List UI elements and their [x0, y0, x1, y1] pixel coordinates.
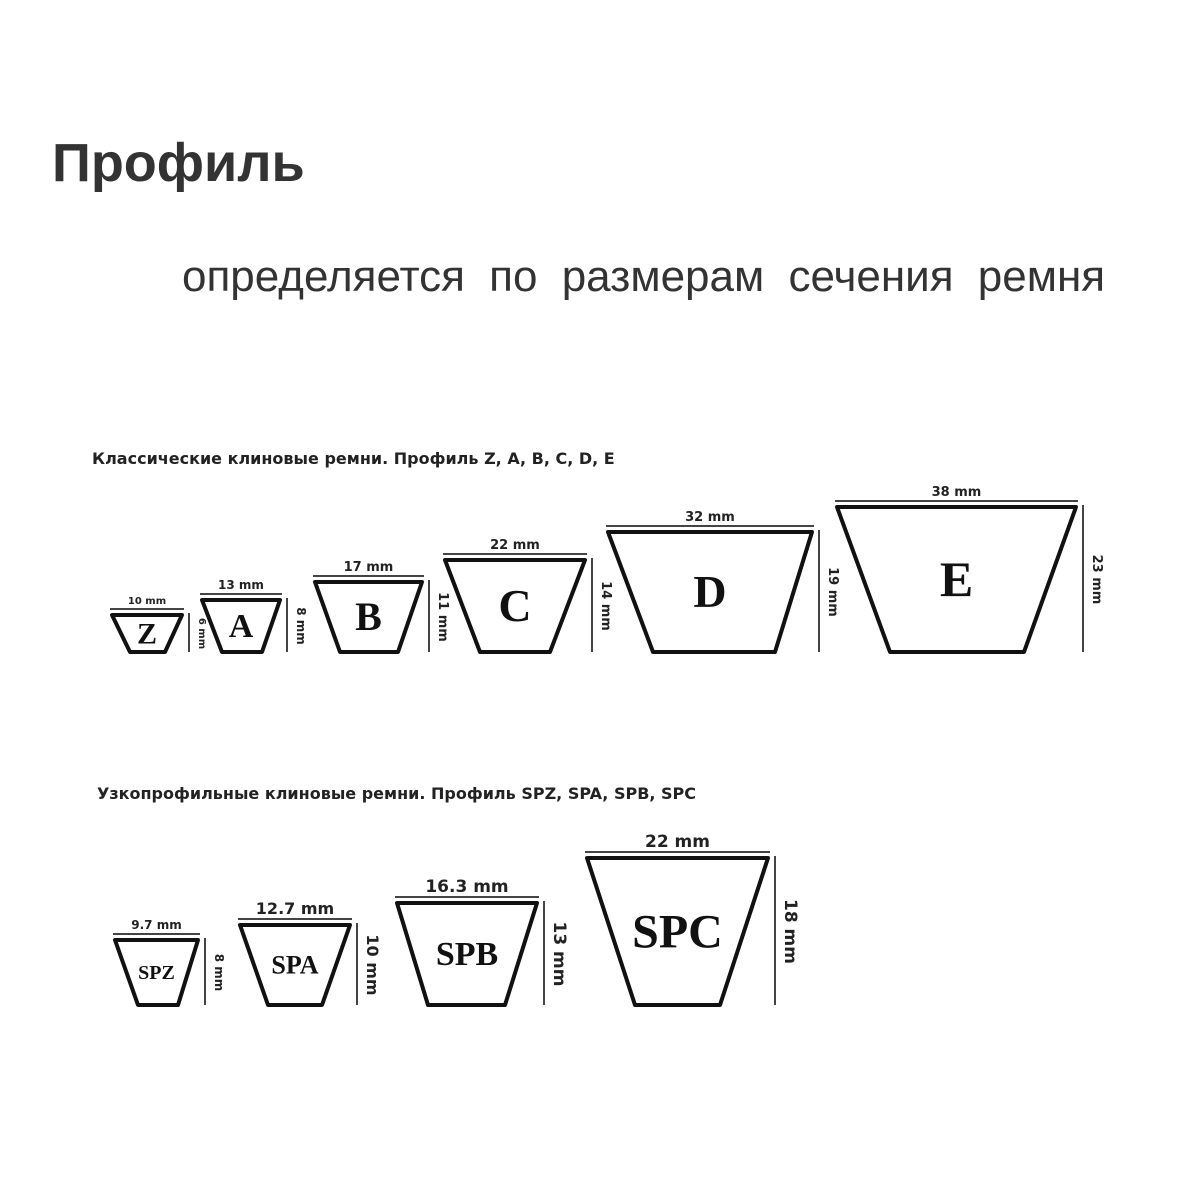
- profile-z-shape: [110, 613, 184, 654]
- profile-spz-height-label: 8 mm: [212, 954, 226, 992]
- profile-spa-shape: [238, 923, 352, 1007]
- profile-spc-shape: [585, 856, 770, 1007]
- profile-b-shape: [313, 580, 424, 654]
- profile-b-height-label: 11 mm: [435, 592, 450, 642]
- profile-e-width-label: 38 mm: [932, 485, 982, 500]
- profile-c-height-label: 14 mm: [598, 581, 613, 631]
- profile-spb-width-label: 16.3 mm: [425, 877, 508, 897]
- profile-spb-letter: SPB: [436, 936, 498, 973]
- profile-spa-width-label: 12.7 mm: [256, 899, 334, 918]
- profile-spz-shape: [113, 938, 200, 1007]
- profile-spc-height-label: 18 mm: [780, 899, 800, 964]
- profile-spa-letter: SPA: [271, 951, 318, 980]
- page-heading: Профиль: [52, 133, 305, 193]
- profile-c-width-label: 22 mm: [490, 538, 540, 553]
- profile-d-width-label: 32 mm: [685, 510, 735, 525]
- profile-a-width-label: 13 mm: [218, 578, 264, 592]
- profile-spb-height-label: 13 mm: [549, 921, 569, 986]
- profile-e-height-label: 23 mm: [1089, 555, 1104, 605]
- profile-c-shape: [443, 558, 587, 654]
- narrow-caption: Узкопрофильные клиновые ремни. Профиль S…: [97, 784, 696, 803]
- description-paragraph: определяется по размерам сечения ремня: [182, 252, 1106, 301]
- profile-c-letter: C: [498, 580, 531, 631]
- classic-caption: Классические клиновые ремни. Профиль Z, …: [92, 449, 615, 468]
- profile-a-height-label: 8 mm: [294, 607, 308, 645]
- profile-a-shape: [200, 598, 282, 654]
- profile-spa-height-label: 10 mm: [363, 934, 382, 995]
- profile-spz-width-label: 9.7 mm: [131, 918, 181, 932]
- profile-spc-letter: SPC: [632, 905, 723, 958]
- profile-spb-shape: [395, 901, 539, 1007]
- profile-z-width-label: 10 mm: [128, 596, 166, 607]
- profile-e-letter: E: [940, 551, 973, 607]
- profile-z-height-label: 6 mm: [196, 618, 207, 649]
- profile-b-letter: B: [355, 594, 382, 639]
- profile-spz-letter: SPZ: [138, 962, 175, 984]
- profile-a-letter: A: [229, 608, 254, 645]
- profile-d-height-label: 19 mm: [825, 567, 840, 617]
- profile-b-width-label: 17 mm: [344, 560, 394, 575]
- profile-d-shape: [606, 530, 814, 654]
- profile-spc-width-label: 22 mm: [645, 832, 710, 852]
- profile-d-letter: D: [693, 566, 726, 617]
- profile-z-letter: Z: [137, 617, 157, 650]
- profile-e-shape: [835, 505, 1078, 654]
